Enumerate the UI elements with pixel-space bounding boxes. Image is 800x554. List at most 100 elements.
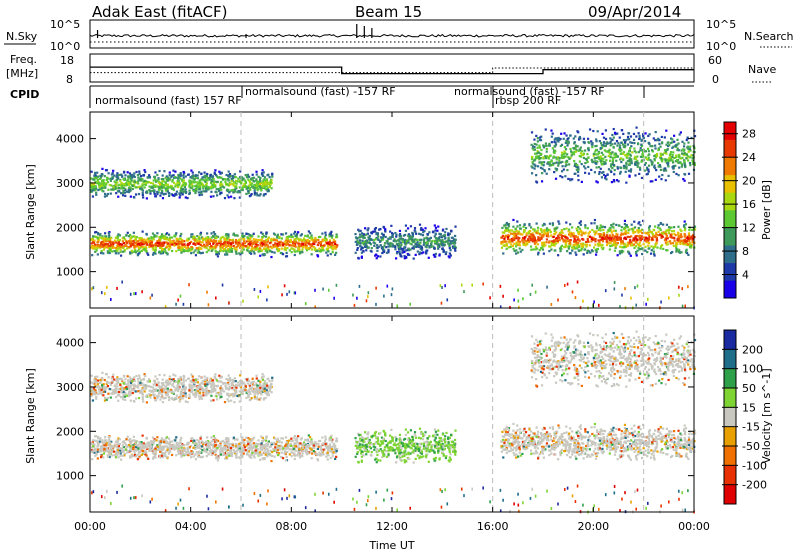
power-cell	[676, 148, 679, 152]
power-cell	[598, 228, 601, 231]
power-cell	[153, 176, 157, 179]
power-cell	[507, 225, 511, 228]
power-cell	[422, 238, 426, 242]
power-cell	[576, 145, 579, 148]
power-cell	[451, 245, 454, 248]
power-cell	[223, 237, 226, 240]
power-cell	[201, 251, 204, 254]
power-cell	[92, 185, 96, 188]
power-cell	[368, 234, 371, 238]
velocity-cell	[116, 446, 120, 449]
power-cell	[537, 238, 540, 241]
power-cell	[233, 234, 237, 237]
power-cell	[182, 174, 185, 177]
power-cell	[244, 245, 247, 248]
power-cell	[264, 244, 267, 247]
power-cell	[540, 180, 544, 183]
power-cell	[500, 246, 504, 249]
power-cell	[413, 227, 417, 230]
power-cell	[179, 294, 182, 298]
power-cell	[523, 237, 526, 240]
power-cell	[208, 186, 211, 189]
power-cell	[359, 239, 362, 242]
power-cell	[271, 172, 274, 175]
power-cell	[365, 244, 368, 247]
power-cell	[143, 241, 146, 244]
power-cell	[325, 251, 328, 254]
power-cell	[250, 249, 254, 252]
power-cell	[256, 189, 259, 192]
power-cell	[248, 241, 251, 244]
power-cell	[444, 237, 447, 240]
power-cell	[521, 233, 524, 236]
power-cell	[136, 240, 139, 243]
power-cell	[565, 236, 569, 239]
velocity-cell	[335, 437, 338, 440]
power-cell	[154, 243, 157, 246]
power-cell	[578, 221, 581, 225]
power-cell	[648, 133, 651, 136]
power-cell	[261, 185, 264, 188]
power-cell	[236, 190, 239, 193]
power-cell	[622, 139, 626, 142]
power-cell	[558, 236, 561, 239]
power-cell	[644, 140, 647, 143]
power-cell	[192, 242, 195, 246]
power-cell	[219, 249, 222, 252]
power-cell	[390, 224, 393, 227]
power-cell	[640, 237, 643, 240]
power-cell	[661, 244, 664, 247]
power-cell	[331, 248, 334, 251]
power-cell	[635, 126, 638, 129]
power-cell	[101, 240, 104, 244]
power-cell	[400, 243, 403, 246]
power-cell	[651, 232, 654, 236]
power-cell	[176, 180, 179, 183]
power-cell	[635, 235, 638, 238]
power-cell	[115, 192, 118, 195]
power-cell	[222, 241, 226, 245]
power-cell	[562, 240, 565, 243]
power-cell	[293, 232, 296, 235]
power-cell	[541, 167, 544, 170]
power-cell	[562, 234, 565, 238]
power-cell	[611, 234, 614, 238]
power-cell	[634, 245, 638, 248]
power-cell	[582, 238, 585, 241]
velocity-cell	[174, 437, 177, 440]
power-cell	[232, 184, 235, 187]
power-cell	[588, 235, 592, 238]
freq-trace	[90, 66, 694, 75]
power-cell	[599, 155, 602, 158]
power-cell	[262, 171, 265, 174]
power-cell	[531, 147, 534, 150]
power-cell	[230, 247, 234, 251]
power-cell	[605, 234, 608, 237]
power-cell	[554, 137, 557, 140]
power-cell	[665, 143, 668, 146]
power-cell	[554, 143, 558, 146]
power-cell	[615, 140, 619, 143]
power-cell	[404, 233, 407, 237]
power-cell	[274, 239, 277, 242]
power-cell	[215, 236, 218, 239]
power-cell	[612, 243, 615, 246]
power-cell	[598, 226, 602, 230]
power-cell	[230, 195, 233, 198]
power-cell	[429, 245, 433, 248]
power-cell	[590, 236, 594, 239]
power-cell	[96, 244, 100, 247]
power-cell	[123, 191, 127, 194]
power-cell	[243, 242, 247, 245]
power-cell	[237, 240, 241, 243]
power-cell	[564, 239, 567, 242]
power-cell	[565, 239, 568, 242]
power-cell	[106, 250, 109, 253]
power-cell	[107, 239, 110, 242]
power-cell	[499, 305, 502, 309]
power-cell	[251, 247, 254, 250]
power-cell	[90, 188, 93, 192]
power-cell	[324, 234, 327, 237]
power-cell	[219, 245, 222, 248]
power-cell	[605, 159, 608, 162]
